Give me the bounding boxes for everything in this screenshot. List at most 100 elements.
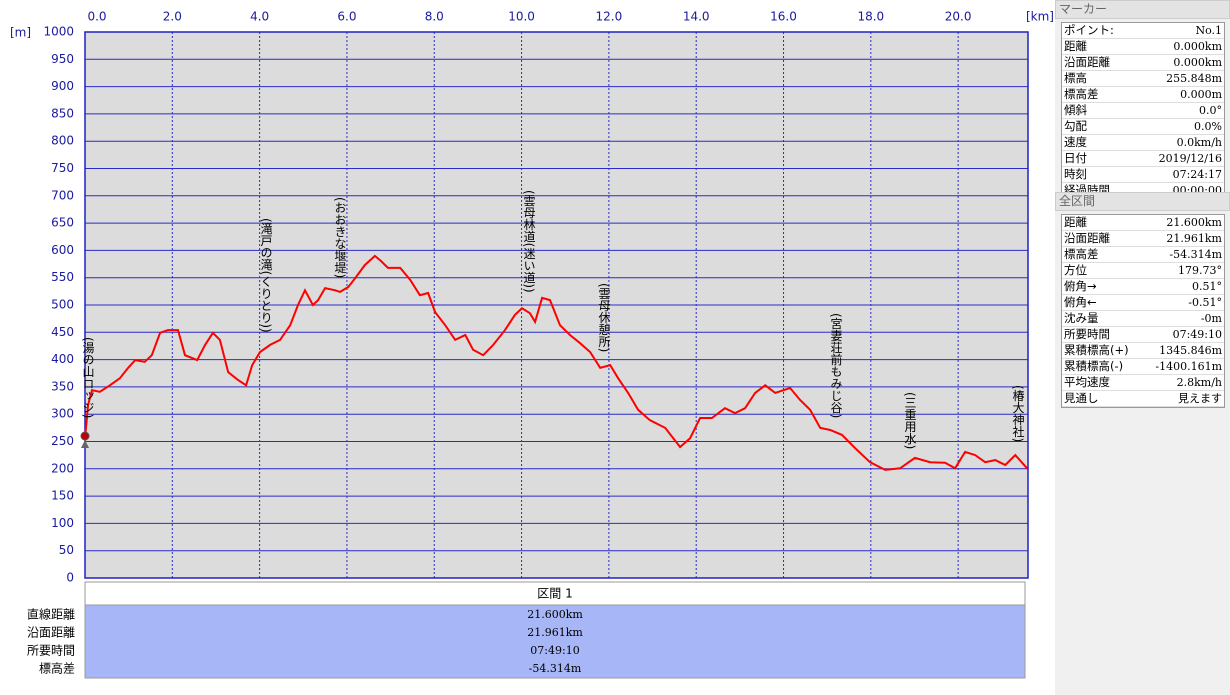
annotation: (滝戸の滝(くりとり)) (259, 218, 273, 333)
row-value: 07:24:17 (1172, 168, 1222, 181)
panel-row: 方位 179.73° (1062, 263, 1224, 279)
row-label: 俯角→ (1064, 279, 1097, 293)
row-value: No.1 (1195, 24, 1222, 37)
row-value: 255.848m (1166, 72, 1222, 85)
panel-row: 日付 2019/12/16 (1062, 151, 1224, 167)
panel-row: 標高差 -54.314m (1062, 247, 1224, 263)
row-value: 21.961km (1166, 232, 1222, 245)
panel-row: 標高差 0.000m (1062, 87, 1224, 103)
x-tick-label: 8.0 (425, 10, 444, 24)
y-tick-label: 350 (51, 379, 74, 393)
segment-value: 21.600km (527, 608, 583, 621)
start-marker-base (81, 440, 89, 448)
panel-row: 所要時間 07:49:10 (1062, 327, 1224, 343)
row-value: 07:49:10 (1172, 328, 1222, 341)
total-panel: 全区間 距離 21.600km 沿面距離 21.961km 標高差 -54.314m 方位 1… (1055, 192, 1230, 408)
row-label: 標高 (1064, 71, 1087, 85)
row-value: -54.314m (1169, 248, 1222, 261)
row-label: 標高差 (1064, 87, 1099, 101)
row-value: 0.51° (1192, 280, 1222, 293)
segment-values-box (84, 604, 1026, 679)
row-value: 0.000km (1173, 40, 1222, 53)
panel-row: 累積標高(+) 1345.846m (1062, 343, 1224, 359)
panel-row: 沿面距離 21.961km (1062, 231, 1224, 247)
segment-value: 21.961km (527, 626, 583, 639)
row-value: 2019/12/16 (1158, 152, 1222, 165)
x-tick-label: 6.0 (337, 10, 356, 24)
row-value: -0.51° (1188, 296, 1222, 309)
plot-border (84, 31, 1029, 579)
panel-row: 時刻 07:24:17 (1062, 167, 1224, 183)
x-tick-label: 16.0 (770, 10, 797, 24)
panel-row: 勾配 0.0% (1062, 119, 1224, 135)
y-tick-label: 600 (51, 243, 74, 257)
y-unit: [m] (10, 26, 31, 40)
row-label: 距離 (1064, 215, 1087, 229)
row-value: 0.000km (1173, 56, 1222, 69)
y-tick-label: 50 (59, 543, 74, 557)
y-tick-label: 0 (66, 571, 74, 585)
x-tick-label: 0.0 (87, 10, 106, 24)
row-value: -1400.161m (1155, 360, 1222, 373)
x-tick-label: 4.0 (250, 10, 269, 24)
panel-row: 沈み量 -0m (1062, 311, 1224, 327)
y-tick-label: 950 (51, 52, 74, 66)
y-tick-label: 1000 (43, 25, 74, 39)
y-tick-label: 150 (51, 489, 74, 503)
panel-row: 俯角← -0.51° (1062, 295, 1224, 311)
segment-value: 07:49:10 (530, 644, 579, 657)
y-tick-label: 250 (51, 434, 74, 448)
row-label: 沿面距離 (1064, 55, 1110, 69)
annotation: (宮妻荘前もみじ谷) (829, 313, 843, 418)
panel-row: ポイント: No.1 (1062, 23, 1224, 39)
y-tick-label: 900 (51, 79, 74, 93)
panel-row: 平均速度 2.8km/h (1062, 375, 1224, 391)
x-tick-label: 20.0 (945, 10, 972, 24)
y-tick-label: 700 (51, 188, 74, 202)
row-label: 速度 (1064, 135, 1087, 149)
row-label: 距離 (1064, 39, 1087, 53)
segment-label: 直線距離 (27, 607, 75, 622)
segment-label: 沿面距離 (27, 626, 75, 640)
x-tick-label: 2.0 (163, 10, 182, 24)
row-label: 累積標高(-) (1064, 359, 1124, 373)
y-tick-label: 500 (51, 298, 74, 312)
x-tick-label: 10.0 (508, 10, 535, 24)
y-tick-label: 650 (51, 216, 74, 230)
y-tick-label: 550 (51, 270, 74, 284)
row-label: 日付 (1064, 151, 1087, 165)
row-value: 21.600km (1166, 216, 1222, 229)
panel-row: 標高 255.848m (1062, 71, 1224, 87)
x-unit: [km] (1026, 10, 1054, 24)
y-tick-label: 100 (51, 516, 74, 530)
x-tick-label: 12.0 (596, 10, 623, 24)
row-value: 0.0% (1194, 120, 1222, 133)
row-value: 0.0km/h (1176, 136, 1222, 149)
row-value: 179.73° (1178, 264, 1222, 277)
row-label: ポイント: (1064, 23, 1114, 37)
panel-row: 距離 0.000km (1062, 39, 1224, 55)
row-label: 方位 (1064, 263, 1087, 277)
row-label: 沈み量 (1064, 311, 1099, 325)
annotation: (椿大神社) (1011, 385, 1025, 442)
panel-row: 距離 21.600km (1062, 215, 1224, 231)
row-label: 標高差 (1064, 247, 1099, 261)
row-label: 勾配 (1064, 119, 1087, 133)
y-tick-label: 750 (51, 161, 74, 175)
panel-title: 全区間 (1055, 192, 1230, 211)
start-marker (80, 431, 90, 441)
row-label: 所要時間 (1064, 327, 1110, 341)
annotation: (雲母休憩所) (597, 283, 611, 352)
x-tick-label: 14.0 (683, 10, 710, 24)
panel-row: 累積標高(-) -1400.161m (1062, 359, 1224, 375)
row-value: -0m (1200, 312, 1222, 325)
row-label: 沿面距離 (1064, 231, 1110, 245)
annotation: (三重用水) (903, 392, 917, 449)
y-tick-label: 850 (51, 106, 74, 120)
panel-row: 俯角→ 0.51° (1062, 279, 1224, 295)
y-tick-label: 300 (51, 407, 74, 421)
annotation: (湯の山ロッジ) (81, 337, 95, 418)
row-label: 平均速度 (1064, 375, 1110, 389)
segment-label: 標高差 (39, 662, 75, 676)
